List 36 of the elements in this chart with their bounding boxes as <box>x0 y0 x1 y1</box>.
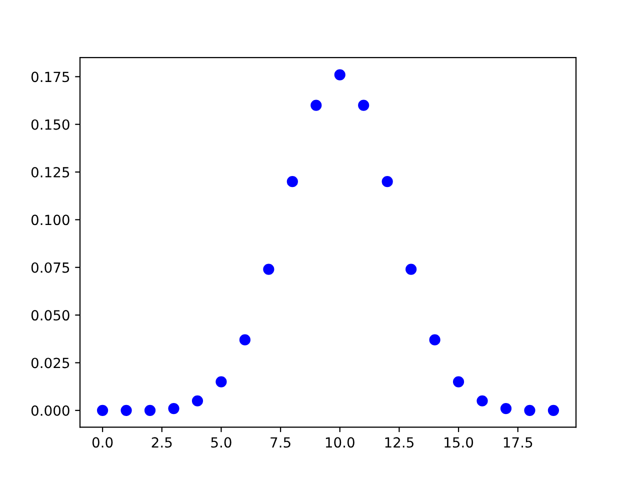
point <box>452 376 464 388</box>
point <box>476 395 488 406</box>
y-tick-label: 0.075 <box>31 262 70 273</box>
x-tick-label: 0.0 <box>92 437 113 448</box>
point <box>548 404 560 416</box>
x-tick-label: 17.5 <box>504 437 532 448</box>
point <box>96 404 108 416</box>
x-tick-label: 2.5 <box>152 437 172 448</box>
y-tick-label: 0.150 <box>31 119 70 130</box>
point <box>239 334 250 346</box>
point <box>524 404 536 416</box>
point <box>120 404 132 416</box>
point <box>500 402 512 414</box>
point <box>192 395 204 406</box>
y-tick-label: 0.175 <box>31 72 70 82</box>
point <box>334 69 346 80</box>
x-tick-label: 10.0 <box>326 437 354 448</box>
point <box>168 402 180 414</box>
point <box>286 176 298 188</box>
x-tick-label: 12.5 <box>385 437 414 448</box>
point <box>144 404 156 416</box>
x-tick-label: 7.5 <box>270 437 290 448</box>
point <box>216 376 227 388</box>
point <box>382 176 393 188</box>
x-tick-label: 5.0 <box>211 437 232 448</box>
y-tick-label: 0.100 <box>31 214 70 226</box>
point <box>358 100 370 111</box>
y-tick-label: 0.125 <box>31 166 70 178</box>
x-tick-label: 15.0 <box>444 437 474 448</box>
point <box>263 264 274 275</box>
point <box>406 264 417 275</box>
y-tick-label: 0.025 <box>31 358 70 368</box>
y-tick-label: 0.000 <box>31 405 70 416</box>
point <box>310 100 322 111</box>
y-tick-label: 0.050 <box>31 310 70 321</box>
point <box>429 334 440 346</box>
